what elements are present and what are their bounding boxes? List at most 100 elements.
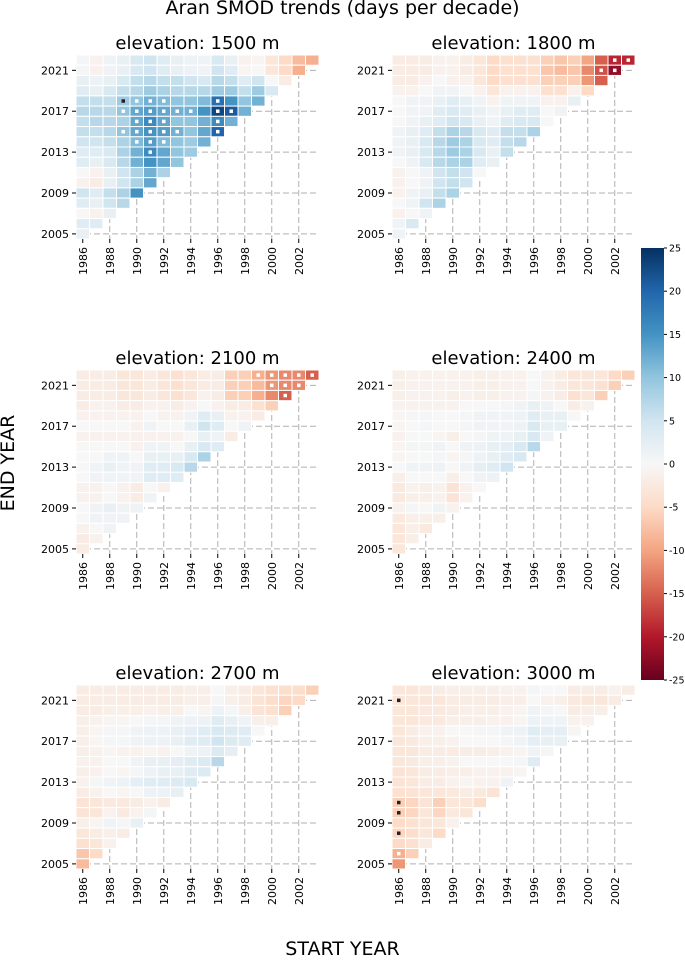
- heatmap-cell: [472, 715, 487, 727]
- heatmap-cell: [432, 492, 447, 504]
- heatmap-cell: [418, 197, 433, 209]
- heatmap-cell: [278, 74, 293, 87]
- heatmap-cell: [405, 492, 420, 504]
- heatmap-cell: [89, 197, 104, 209]
- heatmap-cell: [102, 796, 117, 809]
- heatmap-cell: [513, 410, 528, 422]
- heatmap-cell: [486, 369, 501, 381]
- heatmap-cell: [75, 522, 90, 535]
- heatmap-cell: [170, 776, 185, 788]
- heatmap-cell: [391, 74, 406, 87]
- heatmap-cell: [75, 776, 90, 788]
- heatmap-cell: [156, 410, 171, 422]
- heatmap-cell: [459, 756, 474, 768]
- heatmap-cell: [486, 756, 501, 768]
- x-tick-label: 2002: [609, 562, 622, 590]
- x-tick-label: 1986: [393, 247, 406, 275]
- heatmap-cell: [156, 400, 171, 412]
- heatmap-cell: [418, 725, 433, 737]
- heatmap-cell: [75, 64, 90, 76]
- heatmap-cell: [89, 85, 104, 97]
- heatmap-cell: [102, 379, 117, 391]
- heatmap-cell: [224, 95, 239, 107]
- heatmap-cell: [594, 389, 609, 402]
- y-tick-label: 2009: [41, 817, 69, 830]
- x-tick-label: 1994: [185, 562, 198, 590]
- heatmap-cell: [75, 389, 90, 402]
- heatmap-cell: [499, 400, 514, 412]
- heatmap-cell: [405, 146, 420, 158]
- heatmap-cell: [102, 461, 117, 473]
- heatmap-cell: [170, 410, 185, 422]
- heatmap-cell: [116, 756, 131, 768]
- heatmap-cell: [75, 146, 90, 158]
- x-tick-label: 1996: [212, 562, 225, 590]
- heatmap-cell: [432, 817, 447, 829]
- heatmap-cell: [486, 766, 501, 778]
- heatmap-cell: [251, 74, 266, 87]
- x-tick-label: 1992: [474, 562, 487, 590]
- heatmap-cell: [129, 725, 144, 737]
- heatmap-cell: [459, 715, 474, 727]
- heatmap-cell: [445, 389, 460, 402]
- heatmap-cell: [580, 64, 595, 76]
- heatmap-cell: [405, 837, 420, 850]
- heatmap-cell: [594, 694, 609, 706]
- heatmap-cell: [129, 786, 144, 798]
- heatmap-cell: [75, 410, 90, 422]
- heatmap-cell: [156, 461, 171, 473]
- heatmap-cell: [143, 471, 158, 483]
- heatmap-cell: [499, 420, 514, 432]
- heatmap-cell: [116, 85, 131, 97]
- heatmap-cell: [513, 451, 528, 463]
- heatmap-cell: [486, 379, 501, 391]
- heatmap-cell: [156, 694, 171, 706]
- heatmap-cell: [75, 848, 90, 860]
- heatmap-cell: [237, 95, 252, 107]
- significance-marker: [310, 373, 314, 377]
- significance-marker: [216, 99, 220, 103]
- heatmap-cell: [499, 146, 514, 158]
- heatmap-cell: [251, 389, 266, 402]
- heatmap-cell: [116, 146, 131, 158]
- heatmap-cell: [102, 776, 117, 788]
- heatmap-cell: [102, 471, 117, 483]
- heatmap-cell: [75, 796, 90, 809]
- heatmap-cell: [499, 745, 514, 758]
- heatmap-cell: [183, 95, 198, 107]
- heatmap-cell: [237, 400, 252, 412]
- significance-marker: [613, 58, 617, 62]
- heatmap-cell: [432, 410, 447, 422]
- heatmap-cell: [391, 400, 406, 412]
- heatmap-cell: [459, 369, 474, 381]
- heatmap-cell: [75, 725, 90, 737]
- significance-marker: [283, 373, 287, 377]
- significance-marker: [216, 129, 220, 134]
- heatmap-cell: [129, 776, 144, 788]
- heatmap-cell: [486, 410, 501, 422]
- heatmap-cell: [391, 136, 406, 148]
- heatmap-cell: [405, 95, 420, 107]
- heatmap-cell: [224, 735, 239, 747]
- heatmap-cell: [170, 389, 185, 402]
- significance-marker: [162, 129, 166, 134]
- heatmap-cell: [224, 420, 239, 432]
- heatmap-cell: [418, 64, 433, 76]
- heatmap-cell: [116, 64, 131, 76]
- heatmap-cell: [129, 796, 144, 809]
- heatmap-cell: [445, 502, 460, 514]
- significance-marker: [148, 140, 152, 144]
- heatmap-cell: [445, 410, 460, 422]
- heatmap-cell: [197, 420, 212, 432]
- heatmap-cell: [432, 146, 447, 158]
- heatmap-cell: [459, 400, 474, 412]
- heatmap-cell: [445, 146, 460, 158]
- heatmap-cell: [224, 715, 239, 727]
- heatmap-cell: [472, 166, 487, 179]
- heatmap-cell: [102, 837, 117, 850]
- significance-marker: [397, 851, 401, 856]
- heatmap-cell: [418, 369, 433, 381]
- heatmap-cell: [156, 471, 171, 483]
- heatmap-cell: [526, 85, 541, 97]
- heatmap-cell: [116, 502, 131, 514]
